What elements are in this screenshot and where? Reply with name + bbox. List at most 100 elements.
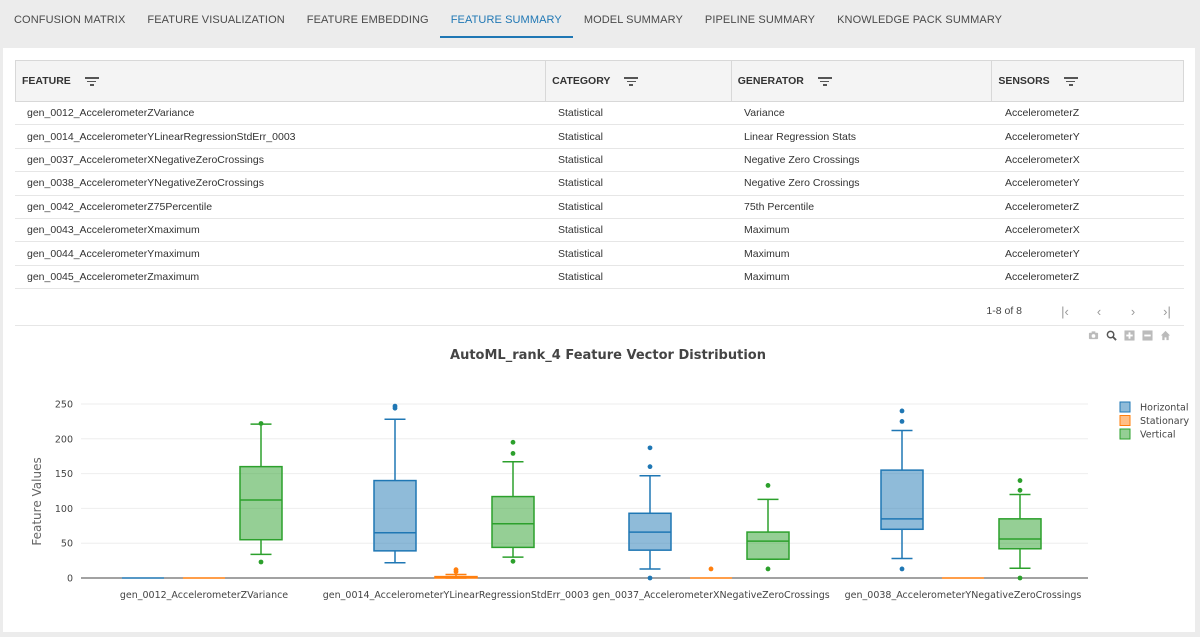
outlier-point	[510, 451, 516, 456]
feature-cell: gen_0044_AccelerometerYmaximum	[27, 247, 200, 260]
tab-confusion-matrix[interactable]: CONFUSION MATRIX	[14, 14, 126, 26]
chart-title: AutoML_rank_4 Feature Vector Distributio…	[450, 348, 766, 363]
y-tick-label: 250	[55, 400, 73, 411]
box	[998, 518, 1042, 550]
category-cell: Statistical	[558, 224, 603, 237]
generator-cell: Linear Regression Stats	[744, 130, 857, 143]
divider	[15, 325, 1184, 326]
outlier-point	[453, 567, 459, 573]
outlier-point	[510, 558, 516, 564]
column-header-feature[interactable]: FEATURE	[16, 61, 547, 101]
sensor-cell: AccelerometerX	[1005, 224, 1080, 237]
column-label-feature: FEATURE	[22, 75, 71, 87]
generator-cell: Maximum	[744, 247, 790, 260]
feature-distribution-chart: AutoML_rank_4 Feature Vector Distributio…	[3, 338, 1195, 632]
category-cell: Statistical	[558, 247, 603, 260]
table-row[interactable]: gen_0045_AccelerometerZmaximum Statistica…	[15, 266, 1184, 290]
generator-cell: Negative Zero Crossings	[744, 153, 860, 166]
generator-cell: 75th Percentile	[744, 200, 815, 213]
filter-icon[interactable]	[817, 76, 832, 86]
y-tick-label: 0	[67, 574, 73, 585]
legend-label: Vertical	[1140, 430, 1176, 441]
filter-icon[interactable]	[84, 76, 99, 86]
column-header-generator[interactable]: GENERATOR	[732, 61, 993, 101]
sensor-cell: AccelerometerY	[1005, 177, 1080, 190]
category-cell: Statistical	[558, 270, 603, 283]
table-body: gen_0012_AccelerometerZVariance Statistic…	[15, 102, 1184, 290]
tab-feature-embedding[interactable]: FEATURE EMBEDDING	[306, 14, 429, 26]
outlier-point	[899, 566, 905, 572]
outlier-point	[1017, 478, 1023, 483]
chart-modebar	[1088, 330, 1171, 341]
outlier-point	[647, 575, 653, 581]
sensor-cell: AccelerometerX	[1005, 153, 1080, 166]
zoom-out-icon[interactable]	[1142, 330, 1153, 341]
category-cell: Statistical	[558, 153, 603, 166]
tab-model-summary[interactable]: MODEL SUMMARY	[583, 14, 683, 26]
sensor-cell: AccelerometerZ	[1005, 107, 1080, 120]
column-label-sensors: SENSORS	[998, 75, 1050, 87]
outlier-point	[258, 421, 264, 426]
generator-cell: Negative Zero Crossings	[744, 177, 860, 190]
legend-swatch	[1119, 415, 1131, 426]
box	[373, 479, 417, 552]
feature-cell: gen_0045_AccelerometerZmaximum	[27, 270, 200, 283]
last-page-button[interactable]: ›|	[1163, 303, 1171, 319]
legend-swatch	[1119, 428, 1131, 440]
sensor-cell: AccelerometerZ	[1005, 270, 1080, 283]
x-tick-label: gen_0037_AccelerometerXNegativeZeroCross…	[592, 590, 829, 601]
category-cell: Statistical	[558, 177, 603, 190]
column-header-category[interactable]: CATEGORY	[546, 61, 732, 101]
feature-summary-panel: FEATURE CATEGORY GENERATOR SENSORS gen_0…	[3, 48, 1195, 632]
feature-table: FEATURE CATEGORY GENERATOR SENSORS gen_0…	[15, 60, 1184, 290]
table-row[interactable]: gen_0014_AccelerometerYLinearRegressionS…	[15, 125, 1184, 149]
filter-icon[interactable]	[1063, 76, 1078, 86]
tab-feature-summary[interactable]: FEATURE SUMMARY	[439, 0, 573, 38]
feature-cell: gen_0043_AccelerometerXmaximum	[27, 224, 200, 237]
feature-cell: gen_0012_AccelerometerZVariance	[27, 107, 195, 120]
column-header-sensors[interactable]: SENSORS	[992, 61, 1183, 101]
box	[239, 465, 283, 541]
box	[491, 495, 535, 549]
x-tick-label: gen_0012_AccelerometerZVariance	[120, 590, 288, 601]
generator-cell: Maximum	[744, 270, 790, 283]
tab-bar: CONFUSION MATRIX FEATURE VISUALIZATION FEA…	[0, 0, 1200, 38]
column-label-category: CATEGORY	[552, 75, 611, 87]
previous-page-button[interactable]: ‹	[1096, 303, 1102, 319]
sensor-cell: AccelerometerY	[1005, 247, 1080, 260]
table-row[interactable]: gen_0037_AccelerometerXNegativeZeroCross…	[15, 149, 1184, 173]
outlier-point	[510, 439, 516, 445]
tab-pipeline-summary[interactable]: PIPELINE SUMMARY	[704, 14, 816, 26]
y-tick-label: 100	[55, 504, 73, 515]
next-page-button[interactable]: ›	[1130, 303, 1136, 319]
tab-feature-visualization[interactable]: FEATURE VISUALIZATION	[147, 14, 285, 26]
category-cell: Statistical	[558, 130, 603, 143]
table-row[interactable]: gen_0043_AccelerometerXmaximum Statistica…	[15, 219, 1184, 243]
table-row[interactable]: gen_0012_AccelerometerZVariance Statistic…	[15, 102, 1184, 126]
y-axis-label: Feature Values	[30, 457, 44, 545]
home-icon[interactable]	[1160, 330, 1171, 341]
camera-icon[interactable]	[1088, 330, 1099, 341]
generator-cell: Maximum	[744, 224, 790, 237]
box	[880, 469, 924, 531]
legend-label: Stationary	[1140, 416, 1190, 427]
table-row[interactable]: gen_0042_AccelerometerZ75Percentile Stati…	[15, 196, 1184, 219]
first-page-button[interactable]: |‹	[1061, 303, 1069, 319]
outlier-point	[647, 464, 653, 470]
outlier-point	[1017, 487, 1023, 493]
table-row[interactable]: gen_0044_AccelerometerYmaximum Statistica…	[15, 242, 1184, 266]
zoom-in-icon[interactable]	[1124, 330, 1135, 341]
filter-icon[interactable]	[624, 76, 639, 86]
legend-label: Horizontal	[1140, 403, 1189, 414]
tab-knowledge-pack-summary[interactable]: KNOWLEDGE PACK SUMMARY	[837, 14, 1003, 26]
zoom-icon[interactable]	[1106, 330, 1117, 341]
feature-cell: gen_0014_AccelerometerYLinearRegressionS…	[27, 130, 296, 143]
table-row[interactable]: gen_0038_AccelerometerYNegativeZeroCross…	[15, 172, 1184, 196]
outlier-point	[765, 566, 771, 572]
outlier-point	[258, 559, 264, 565]
legend-swatch	[1119, 401, 1131, 413]
generator-cell: Variance	[744, 107, 785, 120]
table-header: FEATURE CATEGORY GENERATOR SENSORS	[15, 60, 1184, 102]
feature-cell: gen_0038_AccelerometerYNegativeZeroCross…	[27, 177, 264, 190]
sensor-cell: AccelerometerZ	[1005, 200, 1080, 213]
